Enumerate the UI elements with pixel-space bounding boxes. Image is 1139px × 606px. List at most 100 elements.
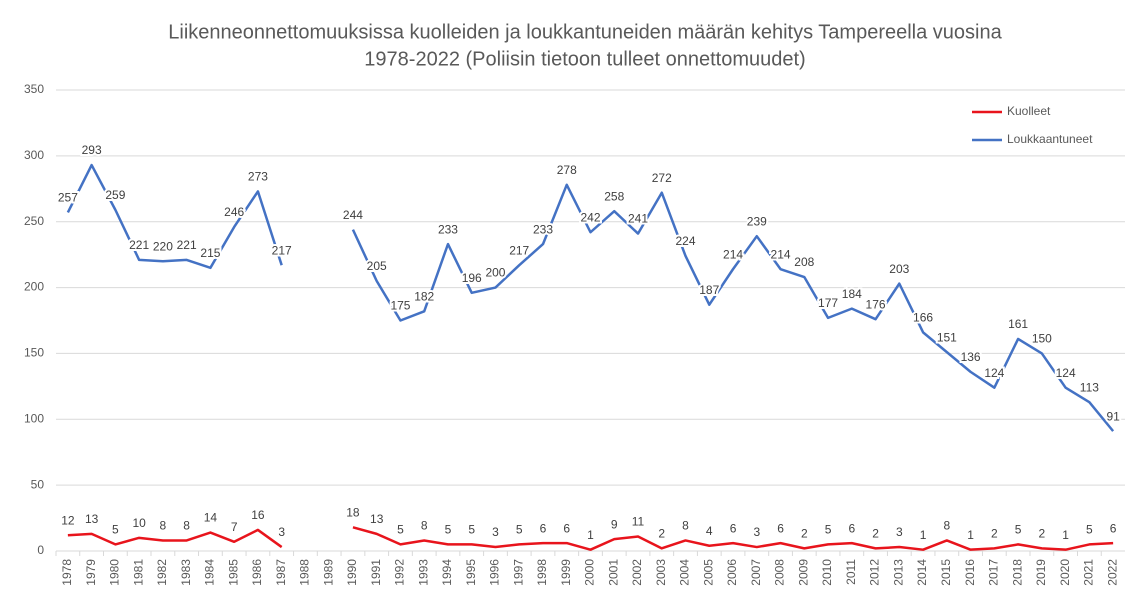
series-line bbox=[67, 526, 1114, 551]
x-tick-label: 1986 bbox=[250, 559, 264, 586]
data-label: 2 bbox=[801, 527, 808, 541]
data-label: 3 bbox=[492, 525, 499, 539]
chart-title: 1978-2022 (Poliisin tietoon tulleet onne… bbox=[364, 48, 805, 70]
y-tick-label: 350 bbox=[24, 82, 44, 96]
data-label: 150 bbox=[1032, 332, 1052, 346]
data-label: 9 bbox=[611, 517, 618, 531]
data-label: 246 bbox=[224, 205, 244, 219]
data-label: 203 bbox=[889, 262, 909, 276]
data-label: 7 bbox=[231, 520, 238, 534]
data-label: 217 bbox=[509, 243, 529, 257]
y-tick-label: 150 bbox=[24, 346, 44, 360]
data-label: 176 bbox=[866, 297, 886, 311]
x-tick-label: 1994 bbox=[440, 559, 454, 586]
data-label: 2 bbox=[872, 527, 879, 541]
data-label: 13 bbox=[370, 512, 384, 526]
data-label: 205 bbox=[367, 259, 387, 273]
data-label: 214 bbox=[723, 247, 743, 261]
x-tick-label: 2005 bbox=[701, 559, 715, 586]
data-label: 1 bbox=[1062, 528, 1069, 542]
data-label: 239 bbox=[747, 214, 767, 228]
data-label: 2 bbox=[1039, 527, 1046, 541]
data-label: 259 bbox=[105, 188, 125, 202]
data-label: 5 bbox=[825, 523, 832, 537]
data-label: 1 bbox=[920, 528, 927, 542]
x-tick-label: 2014 bbox=[915, 559, 929, 586]
x-tick-label: 2011 bbox=[844, 559, 858, 585]
data-label: 3 bbox=[896, 525, 903, 539]
data-label: 13 bbox=[85, 512, 99, 526]
data-label: 5 bbox=[1015, 523, 1022, 537]
data-label: 4 bbox=[706, 524, 713, 538]
x-tick-label: 1988 bbox=[298, 559, 312, 586]
data-label: 233 bbox=[533, 222, 553, 236]
data-label: 18 bbox=[346, 505, 360, 519]
x-tick-label: 2006 bbox=[725, 559, 739, 586]
data-label: 5 bbox=[1086, 523, 1093, 537]
data-label: 5 bbox=[112, 523, 119, 537]
data-label: 8 bbox=[160, 519, 167, 533]
data-label: 161 bbox=[1008, 317, 1028, 331]
x-tick-label: 1982 bbox=[155, 559, 169, 586]
x-tick-label: 1997 bbox=[511, 559, 525, 586]
data-label: 6 bbox=[730, 521, 737, 535]
data-label: 214 bbox=[771, 247, 791, 261]
x-tick-label: 1985 bbox=[226, 559, 240, 586]
data-label: 151 bbox=[937, 330, 957, 344]
data-label: 242 bbox=[580, 210, 600, 224]
data-label: 136 bbox=[961, 350, 981, 364]
x-tick-label: 1998 bbox=[535, 559, 549, 586]
data-label: 244 bbox=[343, 208, 363, 222]
data-label: 12 bbox=[61, 513, 75, 527]
x-tick-label: 2010 bbox=[820, 559, 834, 586]
data-label: 166 bbox=[913, 311, 933, 325]
x-tick-label: 1980 bbox=[108, 559, 122, 586]
x-tick-label: 2004 bbox=[678, 559, 692, 586]
data-label: 5 bbox=[468, 523, 475, 537]
x-tick-label: 2018 bbox=[1010, 559, 1024, 586]
x-tick-label: 1990 bbox=[345, 559, 359, 586]
data-label: 8 bbox=[943, 519, 950, 533]
data-label: 8 bbox=[421, 519, 428, 533]
x-tick-label: 1979 bbox=[84, 559, 98, 586]
data-label: 182 bbox=[414, 289, 434, 303]
x-tick-label: 2019 bbox=[1034, 559, 1048, 586]
x-tick-label: 2000 bbox=[583, 559, 597, 586]
y-tick-label: 0 bbox=[37, 543, 44, 557]
data-label: 272 bbox=[652, 171, 672, 185]
x-tick-label: 2007 bbox=[749, 559, 763, 586]
data-label: 175 bbox=[390, 299, 410, 313]
data-label: 184 bbox=[842, 287, 862, 301]
data-label: 6 bbox=[563, 521, 570, 535]
data-label: 14 bbox=[204, 511, 218, 525]
data-label: 258 bbox=[604, 189, 624, 203]
data-label: 2 bbox=[991, 527, 998, 541]
x-tick-label: 1984 bbox=[203, 559, 217, 586]
x-tick-label: 1993 bbox=[416, 559, 430, 586]
data-label: 278 bbox=[557, 163, 577, 177]
data-label: 6 bbox=[1110, 521, 1117, 535]
data-label: 200 bbox=[485, 266, 505, 280]
data-label: 215 bbox=[200, 246, 220, 260]
x-tick-label: 2008 bbox=[773, 559, 787, 586]
data-label: 221 bbox=[129, 238, 149, 252]
data-label: 6 bbox=[777, 521, 784, 535]
data-label: 196 bbox=[462, 271, 482, 285]
data-label: 233 bbox=[438, 222, 458, 236]
data-label: 6 bbox=[540, 521, 547, 535]
data-label: 220 bbox=[153, 239, 173, 253]
data-label: 3 bbox=[278, 525, 285, 539]
data-label: 6 bbox=[848, 521, 855, 535]
x-tick-label: 1983 bbox=[179, 559, 193, 586]
y-tick-label: 100 bbox=[24, 411, 44, 425]
legend-label: Loukkaantuneet bbox=[1007, 132, 1093, 146]
x-tick-label: 2003 bbox=[654, 559, 668, 586]
data-label: 16 bbox=[251, 508, 265, 522]
data-label: 3 bbox=[753, 525, 760, 539]
x-tick-label: 1978 bbox=[60, 559, 74, 586]
x-tick-label: 2022 bbox=[1105, 559, 1119, 586]
x-tick-label: 1981 bbox=[131, 559, 145, 586]
data-label: 1 bbox=[587, 528, 594, 542]
data-label: 124 bbox=[1056, 366, 1076, 380]
x-tick-label: 2020 bbox=[1058, 559, 1072, 586]
